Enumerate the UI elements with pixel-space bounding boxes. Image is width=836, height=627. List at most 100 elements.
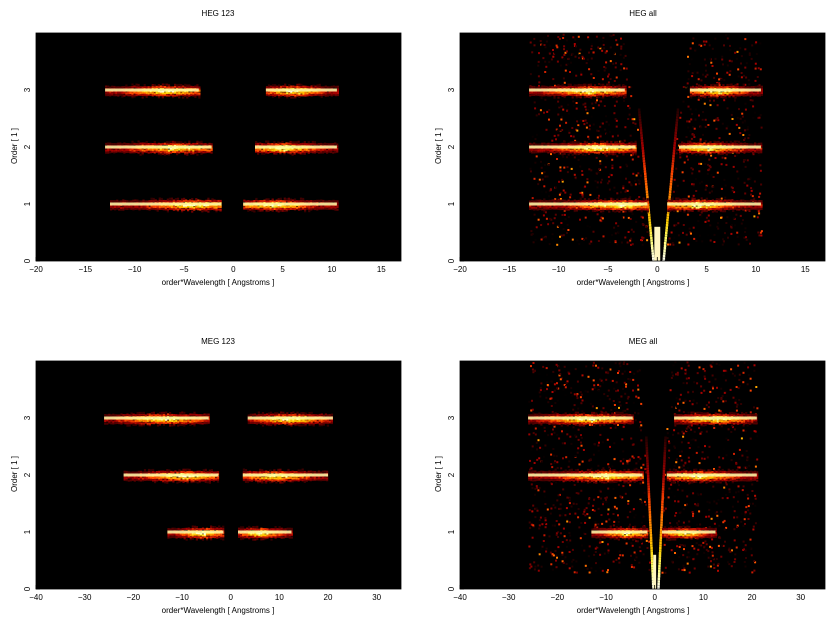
- band-pixel: [289, 198, 292, 201]
- band-pixel: [748, 93, 751, 96]
- band-pixel: [273, 149, 276, 152]
- band-pixel: [183, 536, 186, 539]
- noise-pixel: [611, 154, 613, 157]
- noise-pixel: [551, 233, 554, 236]
- band-pixel: [581, 86, 584, 89]
- band-pixel: [555, 150, 558, 153]
- noise-pixel: [637, 155, 640, 158]
- noise-pixel: [615, 39, 618, 42]
- band-pixel: [298, 95, 301, 98]
- band-pixel: [671, 199, 674, 202]
- noise-pixel: [631, 243, 634, 246]
- band-pixel: [543, 94, 546, 97]
- noise-pixel: [715, 93, 718, 96]
- band-pixel: [323, 150, 327, 153]
- noise-pixel: [571, 52, 574, 55]
- noise-pixel: [728, 73, 731, 76]
- noise-pixel: [750, 193, 752, 196]
- v-pixel: [642, 159, 646, 163]
- band-pixel: [167, 141, 171, 144]
- band-pixel: [265, 209, 268, 213]
- band-pixel: [741, 150, 745, 153]
- band-pixel: [156, 471, 159, 474]
- noise-pixel: [629, 134, 632, 137]
- band-pixel: [700, 91, 703, 94]
- noise-pixel: [628, 113, 631, 116]
- noise-pixel: [694, 38, 697, 41]
- band-pixel: [563, 95, 566, 99]
- noise-pixel: [595, 156, 598, 159]
- band-pixel: [620, 92, 623, 95]
- band-pixel: [299, 197, 303, 200]
- noise-pixel: [715, 127, 718, 130]
- noise-pixel: [726, 216, 729, 219]
- noise-pixel: [740, 76, 743, 79]
- band-pixel: [155, 85, 158, 88]
- band-pixel: [591, 150, 595, 154]
- band-pixel: [295, 206, 299, 209]
- band-pixel: [567, 90, 570, 93]
- band-pixel: [697, 142, 700, 145]
- band-pixel: [714, 91, 717, 94]
- v-pixel: [671, 159, 675, 163]
- noise-pixel: [709, 166, 712, 169]
- band-pixel: [197, 205, 200, 208]
- band-pixel: [286, 535, 289, 538]
- band-pixel: [314, 92, 317, 95]
- noise-pixel: [562, 33, 565, 36]
- noise-pixel: [622, 216, 625, 219]
- band-pixel: [220, 537, 223, 540]
- noise-pixel: [596, 172, 598, 175]
- band-pixel: [304, 94, 307, 97]
- band-pixel: [163, 149, 167, 152]
- band-pixel: [711, 151, 714, 154]
- band-pixel: [156, 479, 159, 482]
- band-pixel: [731, 150, 734, 153]
- noise-pixel: [744, 66, 747, 69]
- band-pixel: [336, 91, 339, 95]
- band-pixel: [539, 86, 542, 89]
- band-pixel: [254, 526, 257, 529]
- noise-pixel: [689, 231, 692, 234]
- noise-pixel: [584, 115, 587, 118]
- band-pixel: [722, 84, 725, 87]
- noise-pixel: [540, 224, 543, 226]
- band-pixel: [298, 86, 301, 89]
- band-pixel: [628, 207, 631, 210]
- band-pixel: [573, 205, 576, 208]
- noise-pixel: [748, 134, 751, 137]
- band-pixel: [754, 94, 757, 97]
- v-pixel: [649, 229, 652, 232]
- band-pixel: [752, 151, 755, 154]
- band-pixel: [551, 199, 554, 202]
- band-pixel: [324, 85, 327, 88]
- band-pixel: [201, 207, 204, 210]
- band-pixel: [135, 91, 138, 95]
- noise-pixel: [559, 235, 561, 238]
- noise-pixel: [716, 117, 719, 120]
- band-pixel: [740, 86, 743, 89]
- band-pixel: [291, 150, 294, 154]
- band-pixel: [194, 142, 197, 146]
- noise-pixel: [687, 70, 690, 73]
- band-pixel: [681, 198, 684, 201]
- band-pixel: [581, 149, 584, 152]
- x-tick-label: −15: [503, 265, 517, 274]
- band-pixel: [758, 86, 761, 89]
- band-pixel: [154, 205, 157, 208]
- noise-pixel: [590, 47, 593, 50]
- band-pixel: [191, 200, 194, 203]
- v-pixel: [647, 213, 651, 217]
- band-pixel: [336, 149, 339, 152]
- band-pixel: [202, 148, 205, 151]
- noise-pixel: [675, 167, 678, 170]
- band-pixel: [184, 151, 187, 154]
- band-pixel: [314, 93, 317, 96]
- band-pixel: [317, 151, 321, 154]
- band-pixel: [176, 150, 179, 154]
- band-pixel: [268, 528, 271, 531]
- noise-pixel: [623, 99, 626, 102]
- noise-pixel: [737, 68, 740, 71]
- noise-pixel: [704, 188, 707, 191]
- band-pixel: [721, 200, 725, 203]
